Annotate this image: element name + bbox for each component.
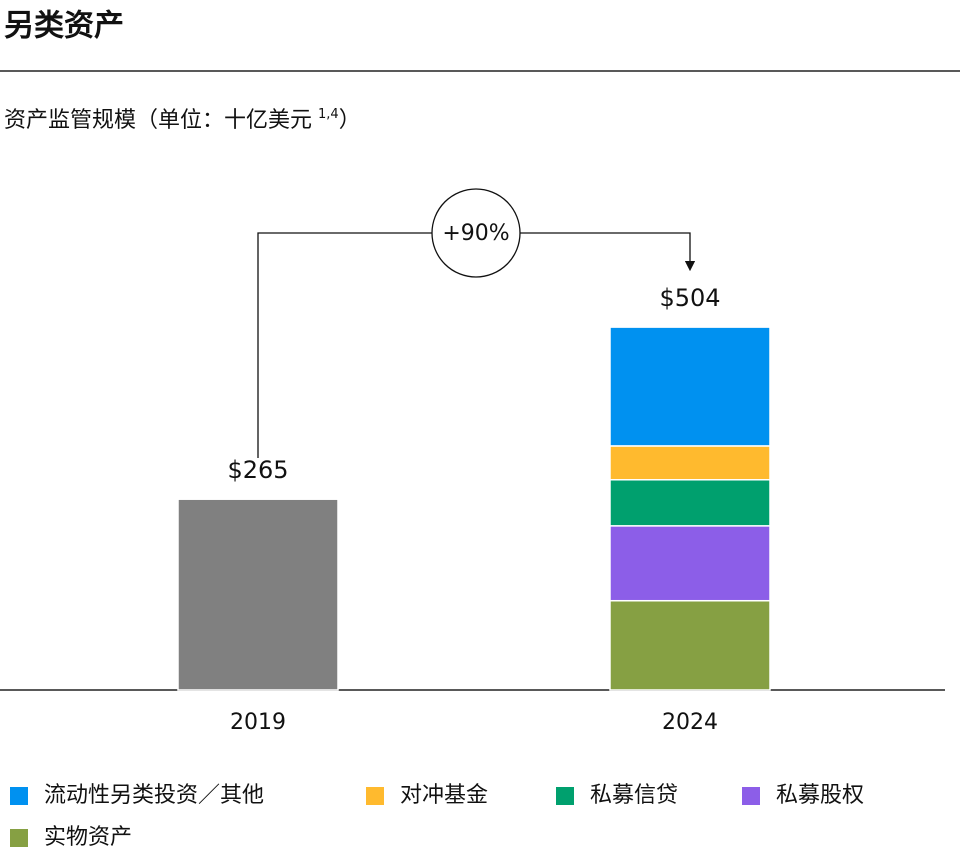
annotation-circle xyxy=(431,188,521,278)
chart-title: 另类资产 xyxy=(4,9,124,44)
subtitle-note: 1,4 xyxy=(318,107,339,122)
connector xyxy=(257,232,432,458)
bar-segment xyxy=(609,479,771,527)
x-tick-label: 2024 xyxy=(662,710,718,735)
legend-swatch xyxy=(366,787,384,805)
legend-swatch xyxy=(556,787,574,805)
connector-arrow xyxy=(520,232,696,272)
bar-segment xyxy=(609,326,771,447)
total-label: $504 xyxy=(659,284,720,312)
annotation: +90% xyxy=(442,221,509,246)
legend-swatch xyxy=(10,829,28,847)
subtitle: 资产监管规模（单位：十亿美元 1,4） xyxy=(4,107,361,134)
subtitle-text: 资产监管规模（单位：十亿美元 xyxy=(4,108,312,133)
legend-label: 实物资产 xyxy=(44,825,132,850)
total-label: $265 xyxy=(227,456,288,484)
legend-label: 私募股权 xyxy=(776,783,864,808)
legend-label: 私募信贷 xyxy=(590,783,678,808)
x-tick-label: 2019 xyxy=(230,710,286,735)
legend-swatch xyxy=(10,787,28,805)
legend-label: 对冲基金 xyxy=(400,783,488,808)
bar-segment xyxy=(609,599,771,691)
bar-segment xyxy=(609,525,771,602)
legend-label: 流动性另类投资／其他 xyxy=(44,783,264,808)
bar-segment xyxy=(609,445,771,481)
bar-segment xyxy=(177,498,339,691)
legend-swatch xyxy=(742,787,760,805)
subtitle-end: ） xyxy=(339,108,361,133)
